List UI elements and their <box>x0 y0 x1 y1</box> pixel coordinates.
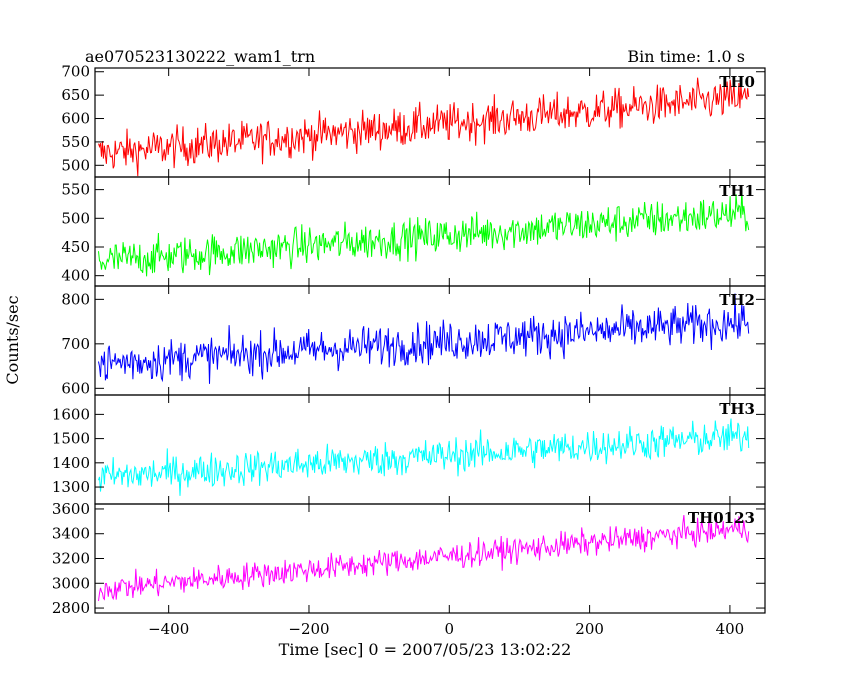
y-tick-label: 3000 <box>52 574 90 592</box>
y-tick-label: 1600 <box>52 405 90 423</box>
y-tick-label: 3400 <box>52 525 90 543</box>
y-tick-label: 600 <box>61 110 90 128</box>
series-line-th1 <box>98 188 750 277</box>
x-tick-label: 400 <box>716 620 745 638</box>
y-tick-label: 450 <box>61 238 90 256</box>
chart-title: ae070523130222_wam1_trn <box>85 47 315 66</box>
y-tick-label: 650 <box>61 86 90 104</box>
y-tick-label: 400 <box>61 267 90 285</box>
y-tick-label: 500 <box>61 156 90 174</box>
series-line-th3 <box>98 418 750 496</box>
panels-group: 500 550 600 650 700 TH0 400 450 500 550 TH1 600 700 8… <box>52 63 766 638</box>
series-line-th0123 <box>98 511 750 601</box>
y-tick-label: 800 <box>61 290 90 308</box>
y-tick-label: 3600 <box>52 500 90 518</box>
bin-time-label: Bin time: 1.0 s <box>627 47 745 66</box>
panel-label-th3: TH3 <box>719 400 755 418</box>
y-tick-label: 1400 <box>52 454 90 472</box>
y-tick-label: 1300 <box>52 478 90 496</box>
panel-label-th0123: TH0123 <box>688 509 755 527</box>
x-tick-label: −400 <box>148 620 189 638</box>
x-tick-label: −200 <box>288 620 329 638</box>
y-tick-label: 3200 <box>52 550 90 568</box>
x-axis-label: Time [sec] 0 = 2007/05/23 13:02:22 <box>279 640 572 659</box>
y-tick-label: 1500 <box>52 430 90 448</box>
y-tick-label: 600 <box>61 379 90 397</box>
y-axis-label: Counts/sec <box>3 295 22 384</box>
x-tick-label: 0 <box>445 620 455 638</box>
y-tick-label: 700 <box>61 335 90 353</box>
y-tick-label: 2800 <box>52 599 90 617</box>
panel-label-th2: TH2 <box>719 291 755 309</box>
y-tick-label: 500 <box>61 209 90 227</box>
series-line-th0 <box>98 77 750 177</box>
x-tick-label: 200 <box>575 620 604 638</box>
panel-label-th1: TH1 <box>719 182 755 200</box>
y-tick-label: 550 <box>61 133 90 151</box>
series-line-th2 <box>98 293 750 384</box>
y-tick-label: 550 <box>61 181 90 199</box>
y-tick-label: 700 <box>61 63 90 81</box>
panel-label-th0: TH0 <box>719 73 755 91</box>
